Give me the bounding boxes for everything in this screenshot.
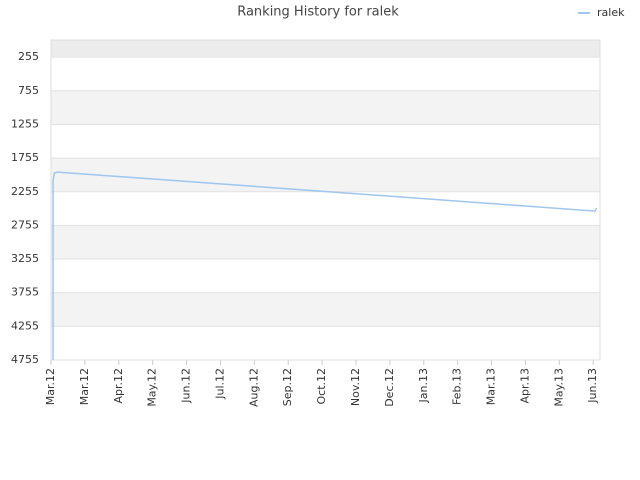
y-tick-label: 4255 (11, 319, 39, 332)
y-tick-label: 4755 (11, 353, 39, 366)
x-tick-label: Jan.13 (417, 368, 430, 403)
band (51, 40, 600, 58)
y-tick-label: 2255 (11, 185, 39, 198)
x-tick-label: Sep.12 (281, 368, 294, 406)
y-tick-label: 255 (18, 50, 39, 63)
band (51, 225, 600, 260)
y-tick-label: 3255 (11, 252, 39, 265)
x-tick-label: Dec.12 (383, 368, 396, 407)
x-tick-label: Mar.13 (485, 368, 498, 405)
x-tick-label: Mar.12 (78, 368, 91, 405)
band (51, 90, 600, 125)
x-tick-label: May.13 (552, 368, 565, 407)
band (51, 292, 600, 327)
y-tick-label: 1755 (11, 151, 39, 164)
y-tick-label: 755 (18, 84, 39, 97)
y-tick-label: 2755 (11, 218, 39, 231)
x-tick-label: Nov.12 (349, 368, 362, 406)
x-tick-label: Jun.13 (586, 368, 599, 404)
x-tick-label: Feb.13 (451, 368, 464, 405)
legend-label: ralek (597, 6, 625, 19)
x-tick-label: Mar.12 (44, 368, 57, 405)
y-tick-label: 1255 (11, 117, 39, 130)
x-tick-label: Apr.12 (112, 368, 125, 404)
x-tick-label: Apr.13 (518, 368, 531, 404)
x-tick-label: Jun.12 (180, 368, 193, 404)
x-tick-label: May.12 (146, 368, 159, 407)
x-tick-label: Aug.12 (247, 368, 260, 407)
x-tick-label: Oct.12 (315, 368, 328, 405)
chart-title: Ranking History for ralek (237, 5, 399, 20)
line (52, 171, 598, 360)
y-tick-label: 3755 (11, 286, 39, 299)
band (51, 158, 600, 192)
x-tick-label: Jul.12 (213, 368, 226, 400)
